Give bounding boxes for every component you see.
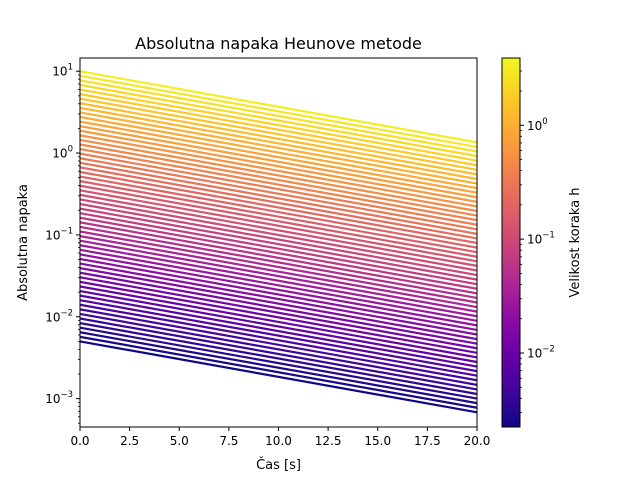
error-curve: [80, 262, 477, 336]
error-curve: [80, 161, 477, 235]
error-curve: [80, 97, 477, 171]
error-curve: [80, 202, 477, 277]
error-curve: [80, 225, 477, 300]
colorbar-tick-label: 10−1: [527, 231, 555, 247]
x-axis-label: Čas [s]: [256, 457, 301, 473]
x-tick-label: 15.0: [364, 434, 391, 448]
error-curve: [80, 184, 477, 258]
error-curve: [80, 280, 477, 354]
error-curve: [80, 326, 477, 400]
x-tick-label: 2.5: [120, 434, 139, 448]
error-curve: [80, 340, 477, 414]
x-tick-label: 5.0: [170, 434, 189, 448]
error-curve: [80, 170, 477, 245]
error-curve: [80, 267, 477, 341]
error-curve: [80, 138, 477, 213]
x-tick-label: 0.0: [70, 434, 89, 448]
error-curve: [80, 193, 477, 268]
error-curve: [80, 129, 477, 203]
error-curve: [80, 134, 477, 208]
x-tick-label: 12.5: [315, 434, 342, 448]
y-tick-label: 101: [52, 63, 73, 79]
error-curve: [80, 70, 477, 144]
error-curve: [80, 271, 477, 345]
error-curve: [80, 180, 477, 254]
y-tick-label: 10−2: [45, 308, 73, 324]
colorbar: [501, 57, 521, 428]
error-curve: [80, 125, 477, 199]
error-curve: [80, 106, 477, 181]
x-tick-label: 20.0: [464, 434, 491, 448]
error-curve: [80, 83, 477, 158]
error-curve: [80, 189, 477, 263]
error-curve: [80, 207, 477, 281]
error-curve: [80, 299, 477, 373]
error-curve: [80, 285, 477, 359]
error-curve: [80, 102, 477, 176]
error-curve: [80, 244, 477, 318]
error-curve: [80, 294, 477, 368]
error-curve: [80, 157, 477, 231]
error-curve: [80, 257, 477, 332]
error-curve: [80, 239, 477, 313]
error-curve: [80, 198, 477, 272]
colorbar-tick-label: 100: [527, 117, 548, 133]
colorbar-axis: 10−2 10−1 100: [520, 70, 555, 413]
error-curve: [80, 253, 477, 327]
colorbar-tick-label: 10−2: [527, 345, 555, 361]
y-axis: 10−3 10−2 10−1 100 101: [45, 63, 80, 424]
x-tick-label: 7.5: [219, 434, 238, 448]
error-curve: [80, 289, 477, 364]
error-curve: [80, 248, 477, 322]
error-curve: [80, 152, 477, 226]
error-curve: [80, 120, 477, 194]
error-curve: [80, 166, 477, 240]
colorbar-label: Velikost koraka h: [568, 187, 583, 297]
y-tick-label: 100: [52, 145, 73, 161]
chart-title: Absolutna napaka Heunove metode: [135, 34, 422, 53]
x-tick-label: 10.0: [265, 434, 292, 448]
error-curve: [80, 312, 477, 386]
error-curve: [80, 74, 477, 149]
error-curve: [80, 175, 477, 249]
error-curve: [80, 79, 477, 153]
error-curve: [80, 234, 477, 309]
error-curve: [80, 221, 477, 295]
error-curve: [80, 88, 477, 162]
error-curve: [80, 303, 477, 377]
error-curve: [80, 216, 477, 290]
error-curve: [80, 276, 477, 350]
y-tick-label: 10−3: [45, 390, 73, 406]
error-curves: [80, 70, 477, 414]
error-curve: [80, 308, 477, 382]
error-curve: [80, 111, 477, 185]
error-curve: [80, 212, 477, 286]
error-curve: [80, 115, 477, 190]
x-tick-label: 17.5: [414, 434, 441, 448]
error-curve: [80, 322, 477, 396]
error-curve: [80, 93, 477, 167]
error-curve: [80, 147, 477, 222]
error-curve: [80, 143, 477, 217]
error-curve: [80, 331, 477, 405]
error-curve: [80, 230, 477, 304]
error-curve: [80, 317, 477, 391]
x-axis: 0.0 2.5 5.0 7.5 10.0 12.5 15.0 17.5 20.0: [70, 427, 490, 448]
y-tick-label: 10−1: [45, 226, 73, 242]
y-axis-label: Absolutna napaka: [16, 184, 31, 301]
error-curve: [80, 335, 477, 409]
